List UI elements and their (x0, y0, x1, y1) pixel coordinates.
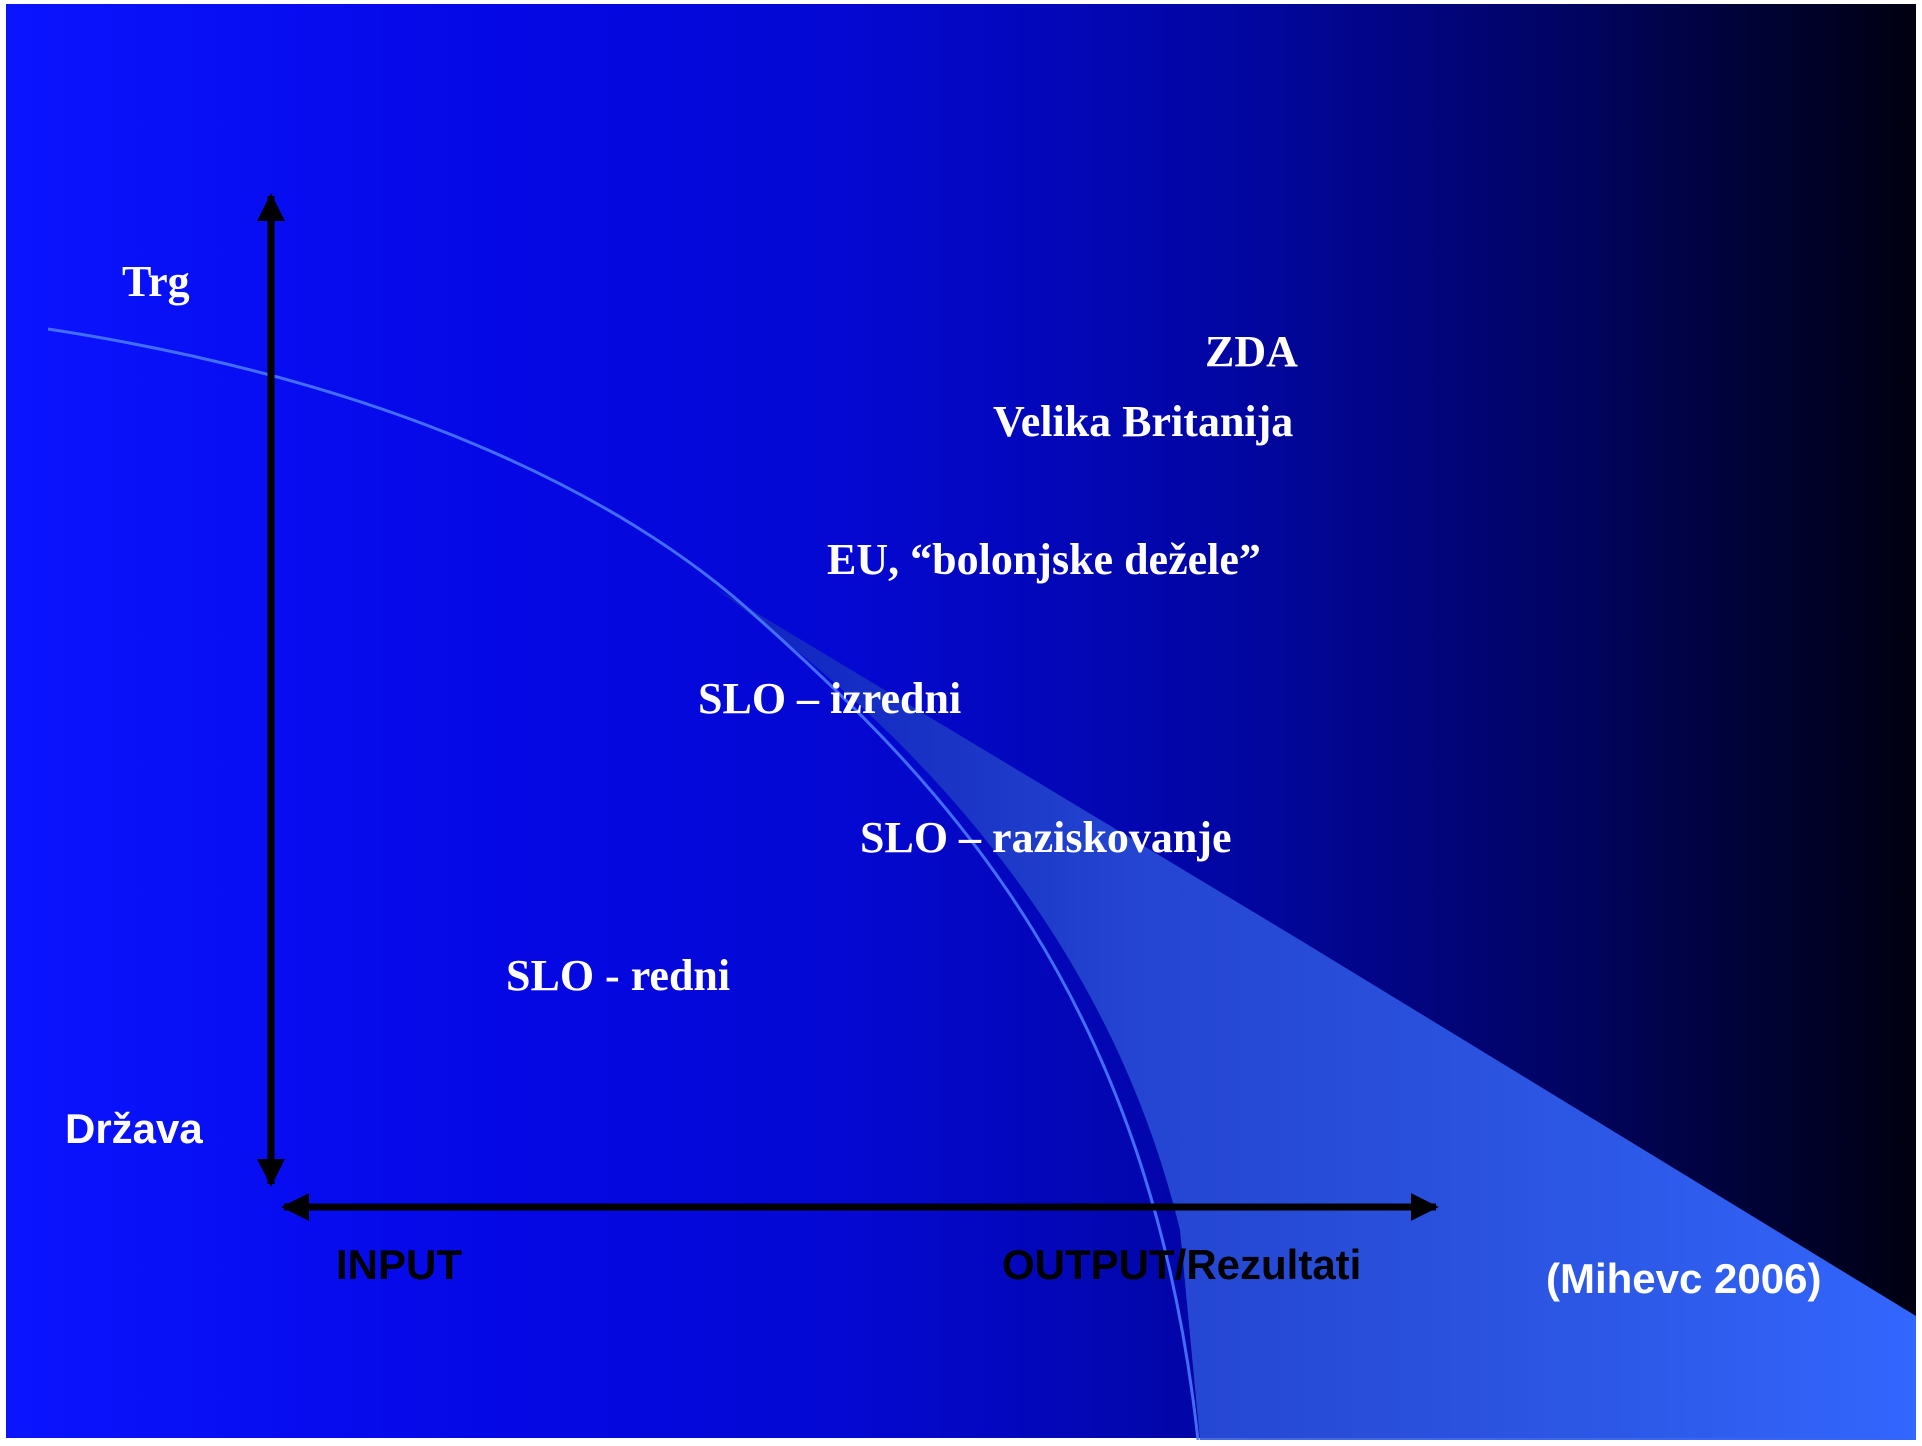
axis-label-drzava: Država (65, 1105, 203, 1152)
label-velika-britanija: Velika Britanija (993, 397, 1294, 446)
source-citation: (Mihevc 2006) (1546, 1255, 1822, 1302)
axis-label-trg: Trg (122, 257, 190, 306)
label-slo-raziskovanje: SLO – raziskovanje (860, 813, 1232, 862)
axis-label-output: OUTPUT/Rezultati (1002, 1241, 1362, 1288)
boundary-curve (47, 327, 1200, 1441)
axis-label-input: INPUT (336, 1241, 462, 1288)
label-slo-izredni: SLO – izredni (698, 674, 962, 723)
highlight-wedge (715, 588, 1916, 1440)
label-slo-redni: SLO - redni (506, 951, 731, 1000)
label-zda: ZDA (1205, 327, 1298, 376)
label-eu: EU, “bolonjske dežele” (827, 535, 1261, 584)
